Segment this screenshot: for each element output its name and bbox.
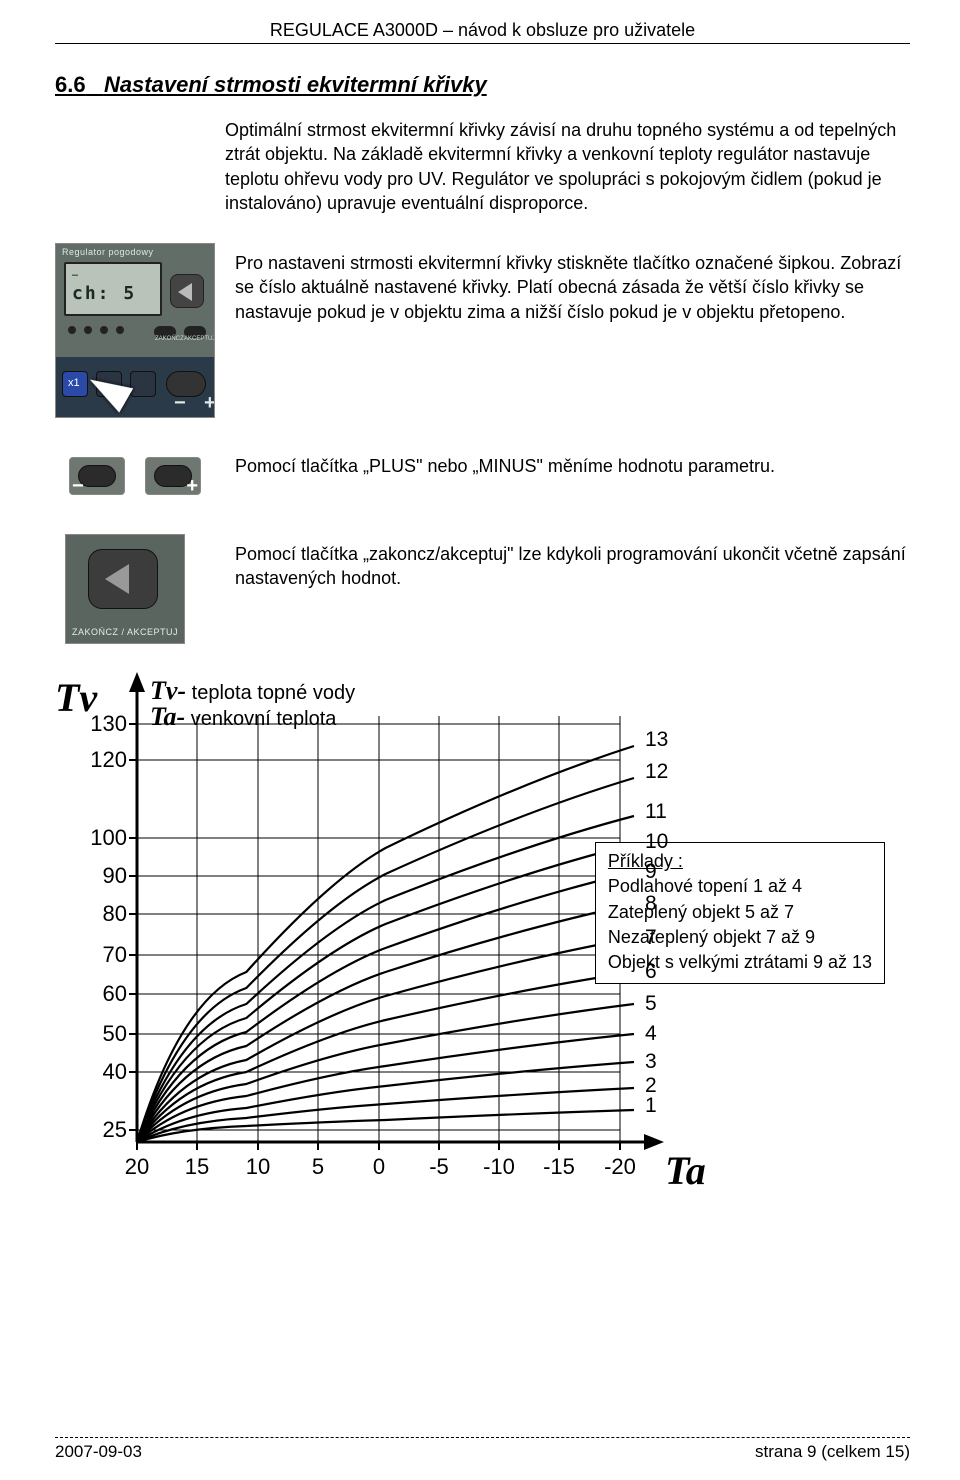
minus-icon: − [174, 392, 186, 415]
curve-label: 12 [645, 760, 668, 784]
page: REGULACE A3000D – návod k obsluze pro už… [0, 0, 960, 1480]
footer-page: strana 9 (celkem 15) [755, 1442, 910, 1462]
x-tick-label: 5 [294, 1154, 342, 1180]
minus-button-image: − [69, 457, 125, 495]
section-heading: 6.6 Nastavení strmosti ekvitermní křivky [55, 72, 910, 98]
plus-button-image: + [145, 457, 201, 495]
device-drawing: Regulator pogodowy … ch: 5 ZAKOŃCZ AKCEP… [55, 243, 215, 418]
equitherm-chart: Tv Tv- teplota topné vody Ta- venkovní t… [55, 672, 895, 1202]
examples-box: Příklady : Podlahové topení 1 až 4 Zatep… [595, 842, 885, 984]
device-back-button [170, 274, 204, 308]
section-number: 6.6 [55, 72, 86, 97]
x-tick-label: 15 [173, 1154, 221, 1180]
step-3-row: ZAKOŃCZ / AKCEPTUJ Pomocí tlačítka „zako… [55, 534, 910, 644]
step-1-row: Regulator pogodowy … ch: 5 ZAKOŃCZ AKCEP… [55, 243, 910, 418]
curve-label: 10 [645, 830, 668, 854]
y-tick-label: 90 [79, 863, 127, 889]
step-2-text: Pomocí tlačítka „PLUS" nebo „MINUS" mění… [235, 446, 910, 478]
btn-label: ZAKOŃCZ [155, 336, 184, 342]
curve-label: 4 [645, 1022, 657, 1046]
lcd-line1: … [72, 268, 154, 279]
back-triangle-button [88, 549, 158, 609]
step-1-text: Pro nastaveni strmosti ekvitermní křivky… [235, 243, 910, 324]
curve-label: 5 [645, 992, 657, 1016]
device-lcd: … ch: 5 [64, 262, 162, 316]
zak-caption: ZAKOŃCZ / AKCEPTUJ [66, 627, 184, 637]
y-tick-label: 100 [79, 825, 127, 851]
curve-label: 1 [645, 1094, 657, 1118]
x-tick-label: 20 [113, 1154, 161, 1180]
x-tick-label: -10 [475, 1154, 523, 1180]
curve-label: 3 [645, 1050, 657, 1074]
y-tick-label: 130 [79, 711, 127, 737]
y-tick-label: 40 [79, 1059, 127, 1085]
x-tick-label: 0 [355, 1154, 403, 1180]
footer: 2007-09-03 strana 9 (celkem 15) [55, 1442, 910, 1462]
curve-label: 13 [645, 728, 668, 752]
y-tick-label: 120 [79, 747, 127, 773]
zakoncz-image: ZAKOŃCZ / AKCEPTUJ [55, 534, 215, 644]
dot-icon [84, 326, 92, 334]
x-tick-label: -15 [535, 1154, 583, 1180]
dot-icon [68, 326, 76, 334]
x1-button [62, 371, 88, 397]
x-tick-label: 10 [234, 1154, 282, 1180]
y-tick-label: 60 [79, 981, 127, 1007]
footer-rule [55, 1437, 910, 1438]
device-bottom-panel: − + [56, 357, 214, 417]
dot-icon [100, 326, 108, 334]
curve-label: 9 [645, 860, 657, 884]
y-tick-label: 70 [79, 942, 127, 968]
footer-date: 2007-09-03 [55, 1442, 142, 1462]
lcd-line2: ch: 5 [72, 283, 154, 304]
step-3-text: Pomocí tlačítka „zakoncz/akceptuj" lze k… [235, 534, 910, 591]
device-image: Regulator pogodowy … ch: 5 ZAKOŃCZ AKCEP… [55, 243, 215, 418]
x-tick-label: -20 [596, 1154, 644, 1180]
device-top-label: Regulator pogodowy [62, 247, 154, 257]
plus-minus-image: − + [55, 446, 215, 506]
x-tick-label: -5 [415, 1154, 463, 1180]
curve-label: 6 [645, 960, 657, 984]
minus-button [166, 371, 206, 397]
header-rule [55, 43, 910, 44]
intro-paragraph: Optimální strmost ekvitermní křivky závi… [225, 118, 910, 215]
curve-label: 11 [645, 800, 667, 824]
y-tick-label: 50 [79, 1021, 127, 1047]
y-tick-label: 80 [79, 901, 127, 927]
header-title: REGULACE A3000D – návod k obsluze pro už… [55, 20, 910, 43]
section-title: Nastavení strmosti ekvitermní křivky [104, 72, 487, 97]
step-2-row: − + Pomocí tlačítka „PLUS" nebo „MINUS" … [55, 446, 910, 506]
plus-icon: + [204, 392, 215, 415]
btn-label: AKCEPTUJ [184, 336, 215, 342]
y-tick-label: 25 [79, 1117, 127, 1143]
square-button [130, 371, 156, 397]
dot-icon [116, 326, 124, 334]
curve-label: 8 [645, 892, 657, 916]
curve-label: 7 [645, 926, 657, 950]
